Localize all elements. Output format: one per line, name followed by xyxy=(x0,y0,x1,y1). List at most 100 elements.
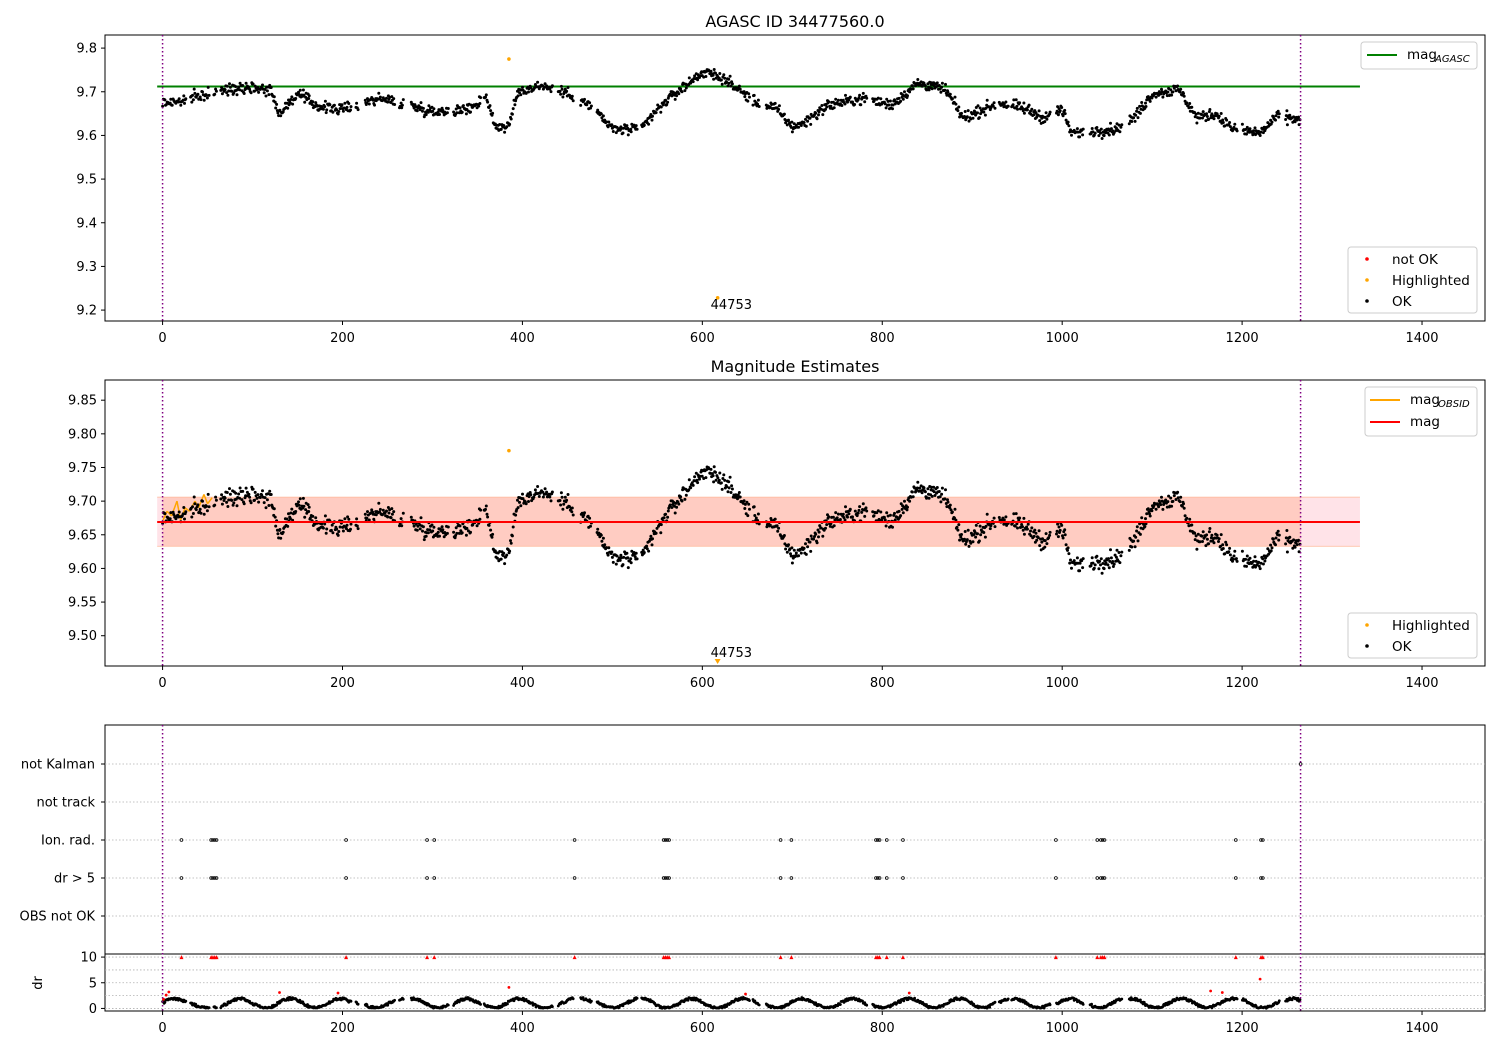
ok-point xyxy=(1056,535,1060,539)
ok-point xyxy=(1159,503,1163,507)
ok-point xyxy=(794,551,798,555)
ok-point xyxy=(1093,131,1097,135)
x-tick-label: 600 xyxy=(690,331,715,346)
ok-point xyxy=(505,553,509,557)
ok-point xyxy=(696,78,700,82)
ok-point xyxy=(418,527,422,531)
ok-point xyxy=(1132,539,1136,543)
legend-subscript: OBSID xyxy=(1438,399,1470,410)
ok-point xyxy=(1190,105,1194,109)
ok-point xyxy=(302,504,306,508)
ok-point xyxy=(861,91,865,95)
dr-point xyxy=(872,1003,876,1007)
ok-point xyxy=(1061,534,1064,538)
ok-point xyxy=(969,541,973,545)
ok-point xyxy=(787,543,790,547)
ok-point xyxy=(863,100,867,104)
ok-point xyxy=(752,505,756,509)
x-tick-label: 1400 xyxy=(1405,331,1438,346)
ok-point xyxy=(861,502,865,506)
ok-point xyxy=(1166,500,1170,504)
ok-point xyxy=(1048,533,1052,537)
ok-point xyxy=(818,524,822,528)
ok-point xyxy=(630,549,634,553)
ok-point xyxy=(606,553,610,557)
ok-point xyxy=(930,87,934,91)
ok-point xyxy=(389,101,393,104)
ok-point xyxy=(932,490,936,494)
ok-point xyxy=(1193,531,1197,535)
ok-point xyxy=(174,517,178,521)
flag-point xyxy=(789,838,794,842)
flag-point xyxy=(209,838,213,842)
ok-point xyxy=(757,105,761,108)
ok-point xyxy=(1291,546,1295,550)
ok-point xyxy=(620,127,623,130)
ok-point xyxy=(478,517,482,521)
ok-point xyxy=(202,98,206,102)
dr-point xyxy=(861,999,864,1003)
ok-point xyxy=(888,513,892,517)
ok-point xyxy=(238,88,241,92)
dr-point xyxy=(1277,999,1281,1003)
flag-point xyxy=(212,838,217,842)
ok-point xyxy=(1245,564,1248,568)
ok-point xyxy=(193,502,197,506)
ok-point xyxy=(1157,505,1161,509)
ok-point xyxy=(503,562,507,566)
dr-point xyxy=(1139,998,1142,1002)
ok-point xyxy=(1293,545,1297,549)
flag-point xyxy=(665,876,670,880)
ok-point xyxy=(341,109,345,113)
ok-point xyxy=(712,465,716,469)
ok-point xyxy=(1018,516,1022,520)
ok-point xyxy=(1171,499,1175,503)
ok-point xyxy=(1075,127,1079,131)
ok-point xyxy=(799,124,803,127)
obsid-mag-segment xyxy=(184,507,191,512)
ok-point xyxy=(438,113,441,116)
ok-point xyxy=(484,507,487,511)
ok-point xyxy=(323,522,327,526)
ok-point xyxy=(261,83,264,87)
ok-point xyxy=(906,94,909,98)
ok-point xyxy=(864,506,868,510)
ok-point xyxy=(939,500,943,504)
dr-point xyxy=(1235,997,1239,1001)
ok-point xyxy=(712,77,716,81)
ok-point xyxy=(872,514,876,518)
ok-point xyxy=(673,511,677,515)
dr-point xyxy=(1184,996,1188,1000)
ok-point xyxy=(225,91,229,95)
ok-point xyxy=(279,114,283,118)
agasc-magnitude-plot: AGASC ID 34477560.0 0 200 400 600 800 1000 120… xyxy=(76,12,1486,346)
ok-point xyxy=(269,493,273,496)
ok-point xyxy=(1044,111,1048,115)
dr-clipped-marker xyxy=(1053,955,1058,960)
ok-point xyxy=(278,108,282,112)
ok-point xyxy=(1178,90,1182,94)
ok-point xyxy=(1270,546,1274,550)
ok-point xyxy=(971,540,975,544)
obsid-mag-segment xyxy=(166,510,173,517)
flag-point xyxy=(1260,876,1265,880)
ok-point xyxy=(479,508,483,512)
flag-point xyxy=(211,876,215,880)
ok-point xyxy=(1109,127,1113,131)
ok-point xyxy=(291,518,295,522)
ok-point xyxy=(1093,563,1097,567)
ok-point xyxy=(193,91,197,95)
ok-point xyxy=(355,101,359,105)
ok-point xyxy=(1013,524,1017,528)
dr-point xyxy=(207,1006,211,1009)
ok-point xyxy=(1091,561,1095,565)
dr-point xyxy=(1298,998,1302,1002)
ok-point xyxy=(1277,115,1281,119)
ok-point xyxy=(621,563,625,567)
ok-point xyxy=(1021,106,1024,110)
ok-point xyxy=(1217,114,1221,118)
ok-point xyxy=(1130,120,1134,123)
dr-point xyxy=(551,1005,554,1009)
ok-point xyxy=(238,486,242,490)
ok-point xyxy=(675,505,679,509)
